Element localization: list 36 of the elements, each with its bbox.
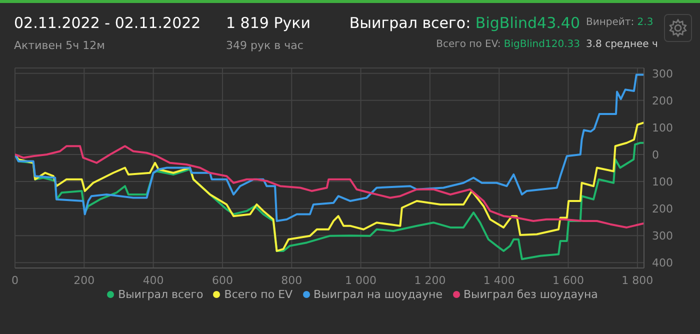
line-series	[15, 74, 644, 222]
text: 1 819 Руки	[226, 14, 310, 32]
y-tick-label: 100	[652, 121, 673, 134]
chart-title: 02.11.2022 - 02.11.2022	[14, 14, 201, 32]
y-tick-label: 300	[652, 229, 673, 242]
text: Винрейт:	[586, 17, 634, 28]
text: Всего по EV:	[436, 39, 501, 50]
x-tick-label: 1 600	[552, 274, 584, 287]
text: 3.8 среднее ч	[586, 39, 658, 50]
x-tick-label: 1 200	[414, 274, 446, 287]
y-tick-label: 100	[652, 175, 673, 188]
x-tick-label: 1 400	[483, 274, 515, 287]
text: Выиграл всего:	[349, 14, 471, 32]
legend-label: Всего по EV	[224, 288, 293, 301]
y-tick-label: 300	[652, 67, 673, 80]
legend-label: Выиграл на шоудауне	[314, 288, 443, 301]
x-tick-label: 800	[281, 274, 302, 287]
legend-label: Выиграл без шоудауна	[464, 288, 598, 301]
text: 2.3	[637, 17, 654, 28]
chart-subtitle: Активен 5ч 12м	[14, 39, 105, 52]
x-tick-label: 200	[74, 274, 95, 287]
line-series	[15, 122, 644, 252]
x-tick-label: 1 000	[345, 274, 377, 287]
text: BigBlind43.40	[475, 14, 580, 32]
y-tick-label: 400	[652, 256, 673, 270]
y-tick-label: 0	[652, 148, 659, 162]
y-tick-label: 200	[652, 94, 673, 108]
line-series	[15, 145, 644, 228]
y-tick-label: 200	[652, 202, 673, 216]
legend-label: Выиграл всего	[118, 288, 204, 301]
x-tick-label: 0	[12, 274, 18, 287]
x-tick-label: 600	[212, 274, 233, 287]
text: BigBlind120.33	[504, 39, 580, 50]
x-tick-label: 400	[142, 274, 164, 287]
text: 349 рук в час	[226, 39, 304, 52]
x-tick-label: 1 800	[622, 274, 654, 287]
